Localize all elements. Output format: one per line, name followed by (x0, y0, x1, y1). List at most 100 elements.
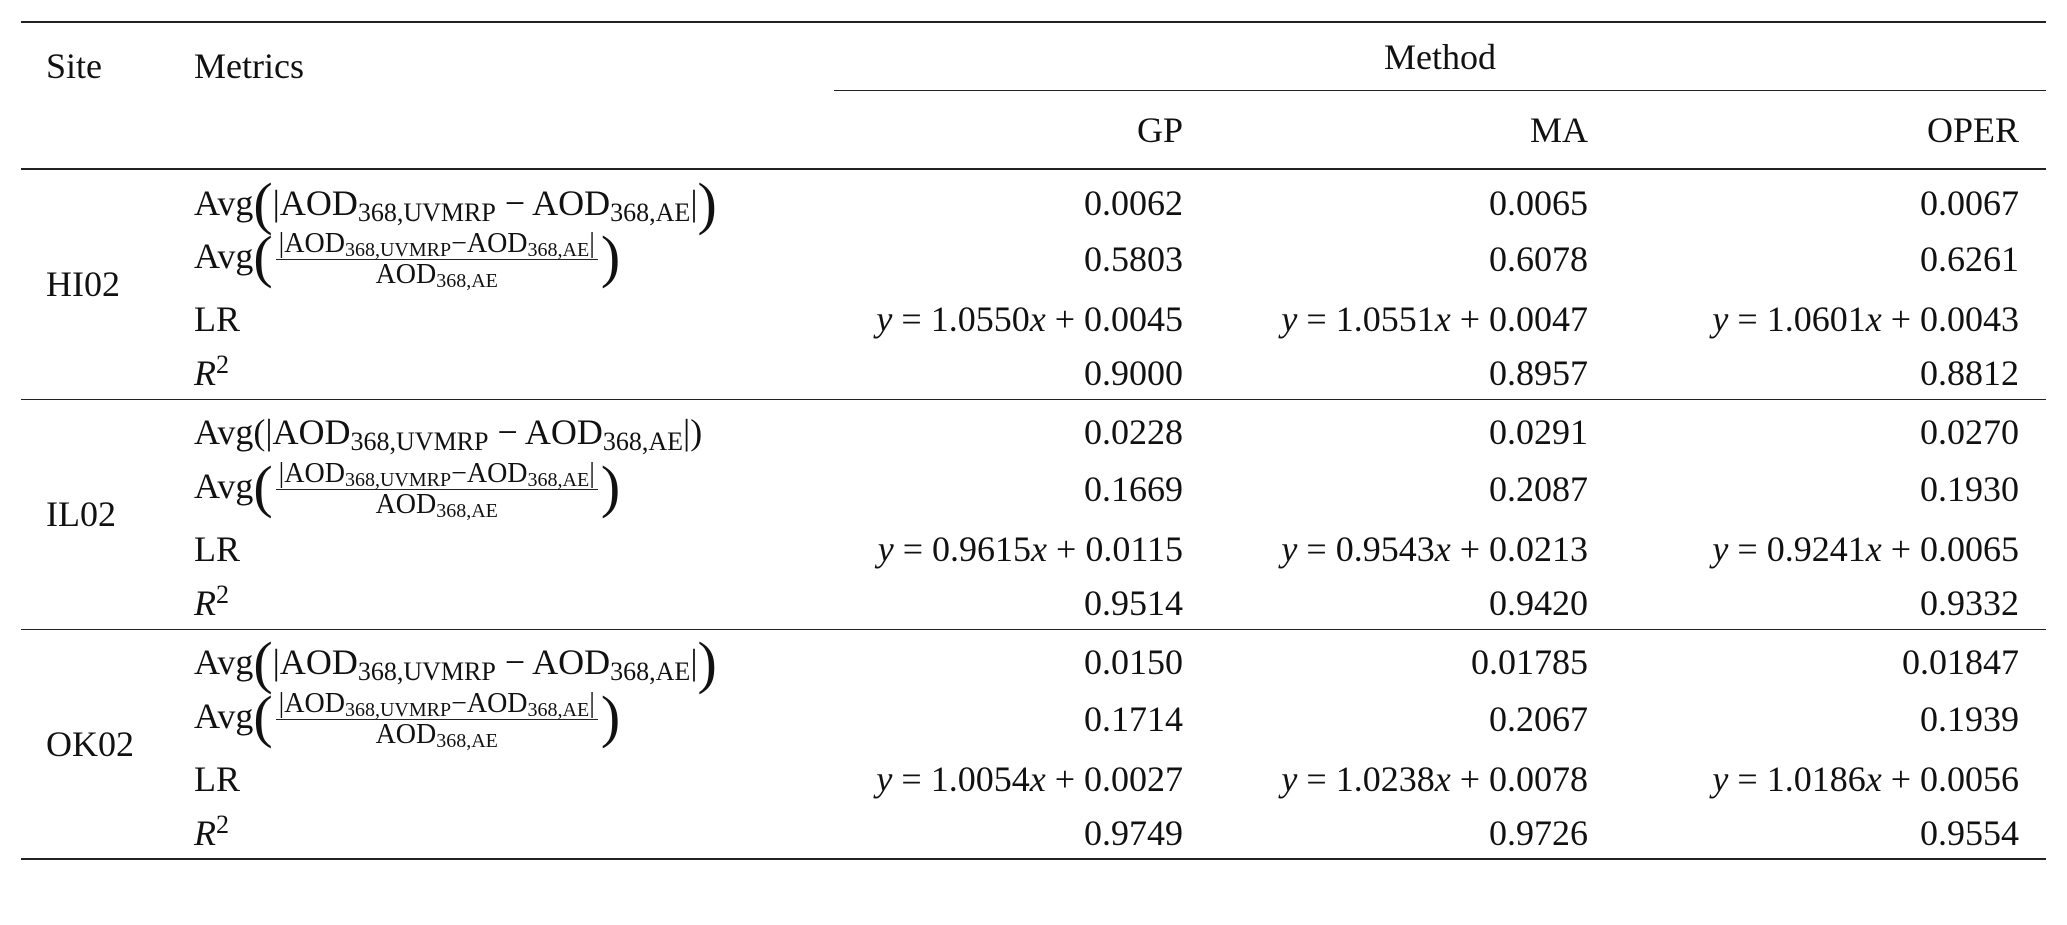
formula-superscript: 2 (216, 579, 229, 609)
formula-text: | (589, 687, 595, 719)
data-row: IL02 Avg(|AOD368,UVMRP − AOD368,AE|) 0.022… (21, 399, 2047, 534)
formula-text: Avg (194, 465, 254, 506)
table-body: Site Metrics Method GP MA OPER HI02 Avg(|AO… (21, 22, 2047, 859)
formula-text: | (690, 182, 698, 223)
formula-subscript: 368,UVMRP (350, 427, 489, 457)
metric: LR (190, 521, 834, 577)
numerator: |AOD368,UVMRP−AOD368,AE| (275, 457, 598, 491)
data-row: R2 0.9000 0.8957 0.8812 (21, 347, 2046, 399)
metric: R2 (190, 807, 834, 859)
metric-value: 0.0067 (1920, 182, 2020, 223)
formula-subscript: 368,UVMRP (357, 657, 496, 687)
metric-value: y = 1.0186x + 0.0056 (1712, 759, 2020, 799)
formula-text: AOD (375, 258, 437, 290)
formula-text: |AOD (278, 457, 345, 489)
formula-text: | (690, 642, 698, 683)
formula-subscript: 368,AE (610, 197, 691, 227)
fraction: |AOD368,UVMRP−AOD368,AE| AOD 368,AE (275, 227, 598, 291)
formula-paren: ) (697, 630, 717, 696)
formula-subscript: 368,UVMRP (344, 468, 452, 491)
formula-text: | (589, 457, 595, 489)
formula-subscript: 368,AE (602, 427, 683, 457)
formula-text: Avg (194, 235, 254, 276)
metric-value: 0.6078 (1489, 239, 1588, 279)
metric-value: 0.9514 (1084, 582, 1183, 623)
header-metrics: Metrics (190, 22, 834, 170)
metric-value: y = 0.9615x + 0.0115 (877, 529, 1183, 569)
site-name: IL02 (46, 494, 116, 534)
formula-subscript: 368,AE (610, 657, 691, 687)
formula-text: |AOD (272, 182, 358, 223)
metric-value: 0.1669 (1084, 469, 1183, 509)
formula-text: | (589, 227, 595, 259)
metric: Avg(|AOD368,UVMRP − AOD368,AE|) (190, 399, 834, 457)
formula-text: |AOD (278, 687, 345, 719)
site-name: OK02 (46, 723, 134, 764)
data-row: Avg(|AOD368,UVMRP−AOD368,AE| AOD368,AE) 0.… (21, 687, 2046, 751)
formula-superscript: 2 (216, 809, 229, 839)
formula-text: Avg(|AOD (194, 412, 351, 453)
metric-value: 0.0270 (1920, 412, 2020, 453)
data-row: Avg(|AOD368,UVMRP−AOD368,AE| AOD368,AE) 0.… (21, 457, 2046, 521)
formula-text: Avg (194, 642, 254, 683)
metric: Avg(|AOD368,UVMRP−AOD368,AE| AOD368,AE) (190, 227, 834, 291)
metric: R2 (190, 347, 834, 399)
metric-value: 0.9000 (1084, 352, 1183, 393)
metric-value: 0.1939 (1920, 699, 2020, 739)
data-row: LR y = 0.9615x + 0.0115 y = 0.9543x + 0.02… (21, 521, 2046, 577)
denominator: AOD368,AE (375, 718, 498, 751)
formula-text: − AOD (495, 182, 611, 223)
metric-value: y = 0.9241x + 0.0065 (1712, 529, 2020, 569)
method-header: GP (1136, 109, 1183, 150)
metric-value: 0.01847 (1902, 642, 2020, 683)
formula-subscript: 368,AE (527, 238, 590, 261)
metric-value: 0.0228 (1084, 412, 1183, 453)
formula-paren: ( (253, 223, 273, 289)
metric-value: 0.0062 (1084, 182, 1183, 223)
metric-value: y = 1.0601x + 0.0043 (1712, 299, 2020, 339)
metric-value: 0.0065 (1489, 182, 1588, 223)
data-row: R2 0.9514 0.9420 0.9332 (21, 577, 2046, 629)
formula-paren: ( (253, 453, 273, 519)
header-methods-row: GP MA OPER (21, 91, 2047, 169)
metric-value: 0.01785 (1471, 642, 1588, 683)
data-row: HI02 Avg(|AOD368,UVMRP − AOD368,AE|) 0.006… (21, 169, 2047, 304)
formula-superscript: 2 (216, 349, 229, 379)
formula-text: −AOD (451, 227, 528, 259)
formula-text: −AOD (451, 457, 528, 489)
metric-value: 0.0150 (1084, 642, 1183, 683)
formula-text: LR (194, 529, 241, 569)
formula-text: Avg (194, 695, 254, 736)
formula-text: −AOD (451, 687, 528, 719)
formula-subscript: 368,UVMRP (344, 238, 452, 261)
fraction: |AOD368,UVMRP−AOD368,AE| AOD368,AE (275, 687, 598, 751)
data-row: OK02 Avg(|AOD368,UVMRP − AOD368,AE|) 0.015… (21, 629, 2047, 764)
formula-paren: ) (600, 453, 621, 519)
formula-text: AOD (375, 718, 437, 750)
method-header: OPER (1926, 109, 2020, 150)
data-row: Avg(|AOD368,UVMRP−AOD368,AE| AOD368,AE) 0.… (21, 227, 2046, 291)
formula-text: |AOD (278, 227, 345, 259)
formula-paren: ( (253, 630, 273, 696)
formula-text: AOD (375, 488, 437, 520)
numerator: |AOD368,UVMRP−AOD368,AE| (275, 227, 598, 261)
metric-value: y = 1.0054x + 0.0027 (876, 759, 1183, 799)
denominator: AOD368,AE (375, 488, 498, 522)
metric-value: y = 1.0550x + 0.0045 (876, 299, 1183, 339)
header-site: Site (21, 22, 190, 170)
metric-value: y = 1.0238x + 0.0078 (1281, 759, 1588, 799)
formula-variable: R (194, 582, 216, 623)
metric: R2 (190, 577, 834, 629)
formula-paren: ) (697, 170, 717, 236)
metric: Avg(|AOD368,UVMRP−AOD368,AE| AOD368,AE) (190, 457, 834, 521)
metric-value: 0.9749 (1084, 812, 1183, 853)
formula-variable: R (194, 352, 216, 393)
formula-subscript: 368,AE (436, 499, 498, 522)
metric-value: 0.9726 (1489, 812, 1588, 853)
formula-text: |) (682, 412, 703, 453)
formula-text: |AOD (272, 642, 358, 683)
metric: LR (190, 751, 834, 807)
metric-value: 0.5803 (1084, 239, 1183, 279)
formula-text: Avg (194, 182, 254, 223)
metric-value: 0.2067 (1489, 699, 1588, 739)
